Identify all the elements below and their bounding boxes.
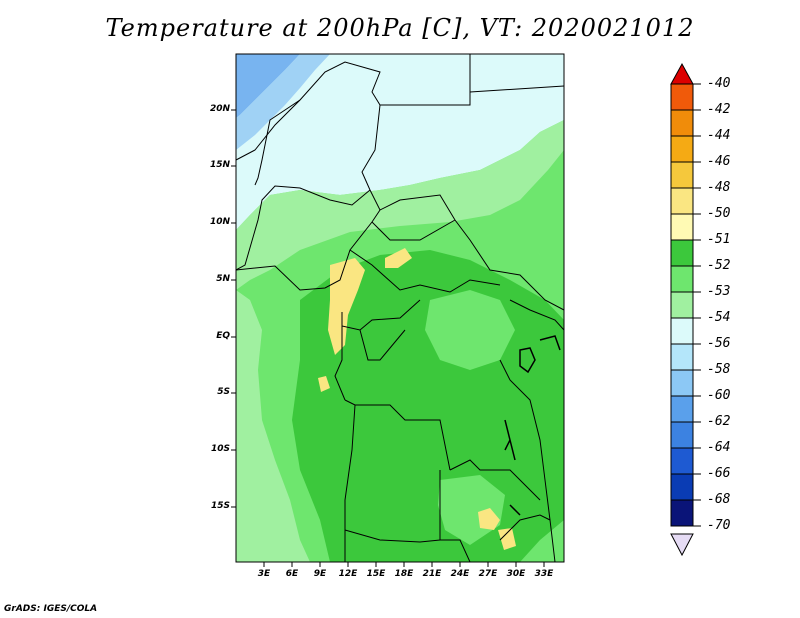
colorbar-bottom-arrow — [670, 533, 694, 557]
field-light-green-band — [236, 120, 564, 290]
colorbar-label: -52 — [707, 258, 731, 273]
lat-label-5s: 5S — [217, 387, 230, 397]
colorbar-cell — [670, 135, 694, 163]
lat-label-eq: EQ — [216, 331, 230, 341]
lat-label-15n: 15N — [209, 160, 230, 170]
colorbar-label: -42 — [707, 102, 731, 117]
axis-ticks — [231, 109, 545, 567]
field-light-green-east — [425, 290, 515, 370]
colorbar-label: -66 — [707, 466, 731, 481]
colorbar — [670, 62, 701, 557]
lon-label-24e: 24E — [450, 569, 470, 579]
lon-label-27e: 27E — [478, 569, 498, 579]
colorbar-cell — [670, 187, 694, 215]
colorbar-cell — [670, 317, 694, 345]
colorbar-label: -50 — [707, 206, 731, 221]
colorbar-label: -58 — [707, 362, 731, 377]
lon-label-6e: 6E — [285, 569, 299, 579]
colorbar-cell — [670, 473, 694, 501]
lon-label-3e: 3E — [257, 569, 271, 579]
lat-label-15s: 15S — [210, 501, 230, 511]
country-borders — [236, 54, 564, 562]
colorbar-label: -56 — [707, 336, 731, 351]
field-yellow-3 — [318, 376, 330, 392]
colorbar-cell — [670, 291, 694, 319]
colorbar-cell — [670, 109, 694, 137]
field-yellow-2 — [385, 248, 412, 268]
colorbar-label: -46 — [707, 154, 731, 169]
colorbar-top-arrow — [670, 62, 694, 85]
colorbar-cell — [670, 265, 694, 293]
colorbar-label: -60 — [707, 388, 731, 403]
map-frame — [235, 53, 565, 563]
colorbar-label: -51 — [707, 232, 731, 247]
colorbar-cell — [670, 369, 694, 397]
colorbar-label: -62 — [707, 414, 731, 429]
field-pale-cyan — [236, 54, 564, 230]
colorbar-cell — [670, 239, 694, 267]
colorbar-cell — [670, 213, 694, 241]
lon-label-15e: 15E — [366, 569, 386, 579]
lat-label-10s: 10S — [210, 444, 230, 454]
map-title: Temperature at 200hPa [C], VT: 202002101… — [105, 14, 695, 42]
field-light-green-west — [236, 290, 310, 562]
credit-text: GrADS: IGES/COLA — [4, 604, 98, 614]
colorbar-cell — [670, 421, 694, 449]
colorbar-label: -70 — [707, 518, 731, 533]
colorbar-cell — [670, 447, 694, 475]
colorbar-label: -54 — [707, 310, 731, 325]
field-cold-blue — [236, 54, 300, 118]
colorbar-label: -48 — [707, 180, 731, 195]
colorbar-cell — [670, 83, 694, 111]
colorbar-cell — [670, 499, 694, 527]
lon-label-30e: 30E — [506, 569, 526, 579]
lat-label-5n: 5N — [216, 274, 230, 284]
colorbar-label: -40 — [707, 76, 731, 91]
lat-label-10n: 10N — [209, 217, 230, 227]
colorbar-label: -68 — [707, 492, 731, 507]
field-light-blue — [236, 54, 330, 150]
colorbar-label: -53 — [707, 284, 731, 299]
lon-label-33e: 33E — [534, 569, 554, 579]
colorbar-cell — [670, 395, 694, 423]
lon-label-12e: 12E — [338, 569, 358, 579]
field-yellow-5 — [498, 528, 516, 550]
colorbar-label: -64 — [707, 440, 731, 455]
colorbar-label: -44 — [707, 128, 731, 143]
temperature-field — [236, 54, 564, 562]
colorbar-cell — [670, 161, 694, 189]
lat-label-20n: 20N — [209, 104, 230, 114]
colorbar-cell — [670, 343, 694, 371]
lon-label-9e: 9E — [313, 569, 327, 579]
field-yellow-1 — [328, 258, 365, 355]
lon-label-21e: 21E — [422, 569, 442, 579]
lon-label-18e: 18E — [394, 569, 414, 579]
lake-outlines — [504, 335, 561, 516]
field-yellow-4 — [478, 508, 500, 530]
